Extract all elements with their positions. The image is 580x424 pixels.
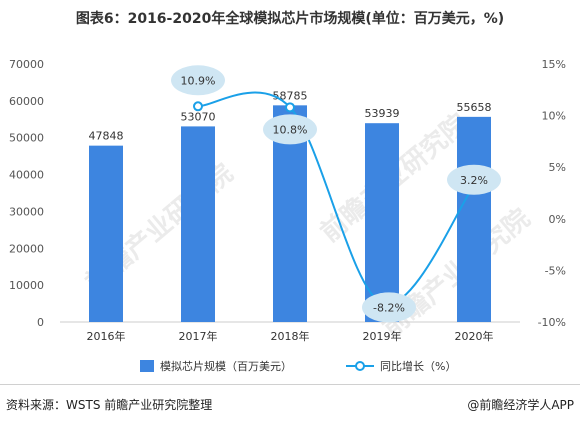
line-point (193, 101, 203, 112)
bar (181, 126, 215, 322)
y-right-tick-label: 10% (542, 110, 566, 123)
line-label-bubble (263, 114, 317, 145)
y-left-tick-label: 10000 (9, 279, 44, 292)
y-right-tick-label: -10% (538, 316, 566, 329)
line-value-label: 10.8% (273, 123, 308, 136)
y-right-tick-label: 0% (549, 213, 566, 226)
y-right-tick-label: -5% (545, 264, 566, 277)
brand-text: @前瞻经济学人APP (467, 398, 574, 412)
legend-bar-swatch (140, 360, 154, 372)
y-left-tick-label: 20000 (9, 242, 44, 255)
line-point (285, 102, 295, 113)
bar-value-label: 58785 (273, 89, 308, 102)
x-axis: 2016年 2017年 2018年 2019年 2020年 (87, 329, 494, 343)
legend-bar-label: 模拟芯片规模（百万美元） (160, 359, 292, 373)
bar-value-label: 53939 (365, 107, 400, 120)
line-label-bubble (447, 164, 501, 195)
x-tick-label: 2017年 (179, 329, 218, 343)
line-labels: 10.9% 10.8% -8.2% 3.2% (171, 65, 501, 323)
line-label-bubble (171, 65, 225, 96)
y-left-tick-label: 60000 (9, 95, 44, 108)
x-tick-label: 2020年 (455, 329, 494, 343)
x-tick-label: 2019年 (363, 329, 402, 343)
line-value-label: 10.9% (181, 74, 216, 87)
y-left-tick-label: 30000 (9, 205, 44, 218)
legend-line-label: 同比增长（%） (380, 359, 456, 373)
y-left-tick-label: 0 (37, 316, 44, 329)
legend: 模拟芯片规模（百万美元） 同比增长（%） (140, 359, 456, 373)
y-left-tick-label: 50000 (9, 132, 44, 145)
x-tick-label: 2016年 (87, 329, 126, 343)
legend-line-marker (355, 361, 365, 371)
y-left-tick-label: 70000 (9, 58, 44, 71)
bar (89, 145, 123, 322)
line-label-bubble (362, 292, 416, 323)
y-right-axis: -10% -5% 0% 5% 10% 15% (538, 58, 566, 329)
bar-value-label: 55658 (457, 101, 492, 114)
line-value-label: -8.2% (373, 301, 405, 314)
bar (365, 123, 399, 322)
y-left-axis: 0 10000 20000 30000 40000 50000 60000 70000 (9, 58, 44, 329)
chart: 前瞻产业研究院前瞻产业研究院前瞻产业研究院 010000200003000040… (9, 58, 566, 373)
y-left-tick-label: 40000 (9, 169, 44, 182)
bar-value-label: 53070 (181, 110, 216, 123)
growth-line (197, 91, 475, 306)
chart-title: 图表6：2016-2020年全球模拟芯片市场规模(单位：百万美元，%) (75, 11, 505, 27)
footer: 资料来源：WSTS 前瞻产业研究院整理 @前瞻经济学人APP (0, 384, 580, 424)
x-tick-label: 2018年 (271, 329, 310, 343)
line-value-label: 3.2% (460, 174, 488, 187)
bar (457, 116, 491, 323)
bars (89, 105, 491, 323)
y-right-tick-label: 15% (542, 58, 566, 71)
y-right-tick-label: 5% (549, 161, 566, 174)
bar-value-label: 47848 (89, 130, 124, 143)
source-text: 资料来源：WSTS 前瞻产业研究院整理 (6, 398, 213, 412)
